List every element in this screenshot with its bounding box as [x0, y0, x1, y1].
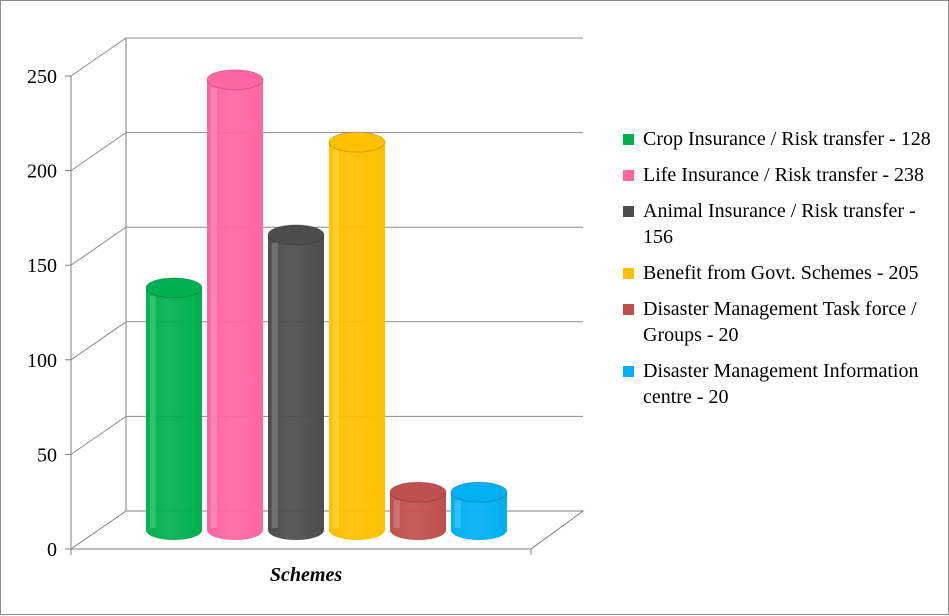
gridline [70, 132, 583, 172]
legend-swatch [623, 268, 634, 279]
bar-cylinder [389, 481, 447, 540]
legend-item-life-insurance: Life Insurance / Risk transfer - 238 [623, 162, 941, 188]
legend-label: Life Insurance / Risk transfer - 238 [643, 164, 925, 186]
y-tick-label: 50 [37, 444, 57, 466]
chart-legend: Crop Insurance / Risk transfer - 128 Lif… [623, 126, 941, 420]
bar-body [390, 492, 446, 540]
legend-label: Animal Insurance / Risk transfer - 156 [643, 200, 916, 248]
bar-cylinder [328, 131, 386, 540]
gridline [70, 37, 583, 77]
y-tick-label: 150 [27, 255, 57, 277]
legend-swatch [623, 134, 634, 145]
bar-cylinder [206, 69, 264, 540]
bar-body [451, 492, 507, 540]
legend-swatch [623, 170, 634, 181]
gridline [70, 321, 583, 361]
legend-item-crop-insurance: Crop Insurance / Risk transfer - 128 [623, 126, 941, 152]
bar-top [145, 277, 203, 299]
floor-outline [70, 510, 585, 550]
legend-item-govt-schemes: Benefit from Govt. Schemes - 205 [623, 260, 941, 286]
bar-cylinder [267, 224, 325, 540]
legend-swatch [623, 206, 634, 217]
legend-label: Disaster Management Task force / Groups … [643, 298, 917, 346]
bar-top [206, 69, 264, 91]
y-tick-label: 0 [47, 539, 57, 561]
bar-body [268, 234, 324, 540]
legend-swatch [623, 366, 634, 377]
gridline [70, 415, 583, 455]
gridline [70, 226, 583, 266]
legend-item-disaster-task-force: Disaster Management Task force / Groups … [623, 296, 941, 348]
legend-swatch [623, 304, 634, 315]
y-tick-label: 250 [27, 66, 57, 88]
bar-body [329, 142, 385, 540]
y-tick-label: 100 [27, 350, 57, 372]
y-tick-label: 200 [27, 161, 57, 183]
legend-label: Crop Insurance / Risk transfer - 128 [643, 128, 931, 150]
bar-body [146, 287, 202, 540]
bar-cylinder [145, 277, 203, 540]
legend-item-disaster-info-centre: Disaster Management Information centre -… [623, 358, 941, 410]
legend-item-animal-insurance: Animal Insurance / Risk transfer - 156 [623, 198, 941, 250]
bar-top [450, 481, 508, 503]
legend-label: Disaster Management Information centre -… [643, 360, 919, 408]
x-axis-title: Schemes [269, 564, 343, 586]
bar-cylinder [450, 481, 508, 540]
bar-top [389, 481, 447, 503]
bar-body [207, 79, 263, 540]
bar-top [328, 131, 386, 153]
legend-label: Benefit from Govt. Schemes - 205 [643, 262, 919, 284]
bar-top [267, 224, 325, 246]
